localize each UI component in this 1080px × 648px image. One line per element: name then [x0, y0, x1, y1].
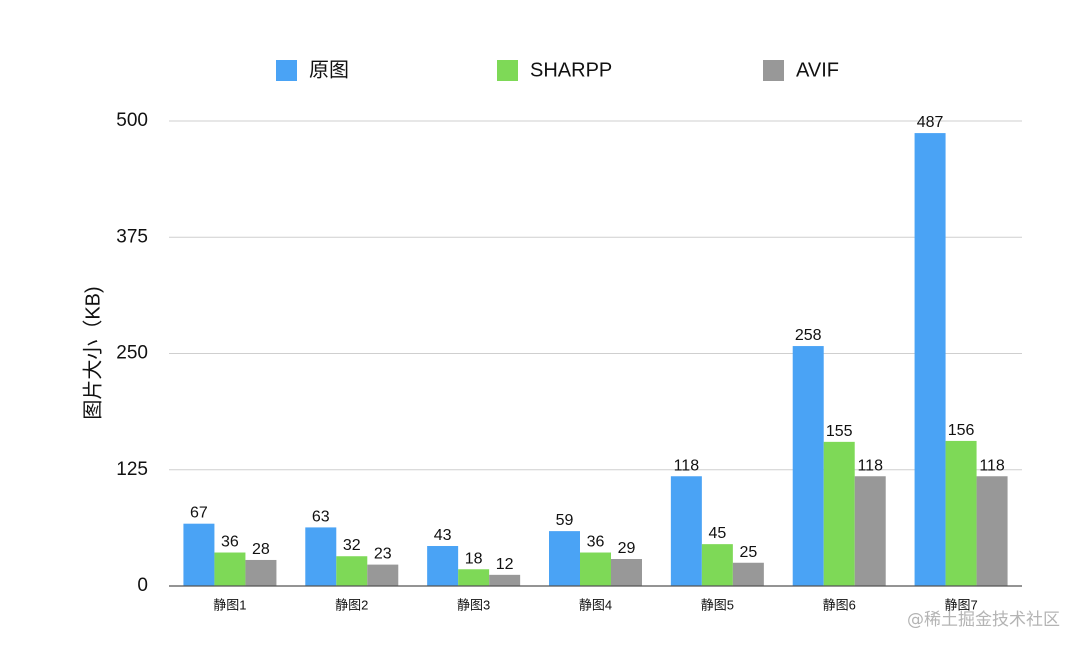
- data-label: 43: [434, 527, 452, 544]
- bar: [305, 527, 337, 586]
- x-tick-label: 静图2: [335, 597, 368, 612]
- data-label: 156: [948, 422, 975, 439]
- bar: [458, 569, 490, 586]
- bar: [489, 574, 521, 586]
- data-label: 28: [252, 541, 270, 558]
- legend-label: AVIF: [796, 59, 839, 81]
- bar: [580, 552, 611, 586]
- y-tick-label: 250: [116, 343, 148, 364]
- x-tick-label: 静图5: [701, 597, 734, 612]
- legend: 原图 SHARPP AVIF: [276, 59, 839, 81]
- data-label: 487: [917, 114, 944, 131]
- bar: [427, 546, 459, 586]
- bar: [854, 476, 886, 586]
- y-axis-label: 图片大小（KB): [81, 286, 104, 419]
- legend-swatch: [497, 60, 518, 81]
- bar: [732, 562, 764, 586]
- data-label: 45: [708, 525, 726, 542]
- data-label: 118: [979, 457, 1005, 474]
- legend-label: 原图: [309, 59, 349, 81]
- x-tick-label: 静图6: [823, 597, 856, 612]
- data-label: 258: [795, 327, 822, 344]
- data-label: 23: [374, 546, 392, 563]
- bar: [549, 531, 580, 586]
- x-tick-label: 静图1: [213, 597, 246, 612]
- x-axis-categories: 静图1 静图2 静图3 静图4 静图5 静图6 静图7: [213, 597, 977, 612]
- data-label: 118: [857, 457, 883, 474]
- legend-label: SHARPP: [530, 59, 612, 81]
- data-label: 155: [826, 423, 853, 440]
- watermark: @稀土掘金技术社区: [907, 610, 1060, 630]
- bars: [183, 133, 1008, 586]
- bar: [792, 346, 824, 586]
- bar: [945, 440, 977, 586]
- bar: [367, 564, 399, 586]
- y-axis-ticks: 0 125 250 375 500: [116, 110, 148, 596]
- y-tick-label: 375: [116, 226, 148, 247]
- bar: [823, 441, 855, 586]
- data-label: 36: [587, 534, 605, 551]
- data-label: 25: [739, 544, 757, 561]
- bar: [183, 523, 215, 586]
- data-label: 118: [674, 457, 700, 474]
- bar: [914, 133, 946, 586]
- data-label: 29: [618, 540, 636, 557]
- x-tick-label: 静图7: [944, 597, 977, 612]
- x-tick-label: 静图3: [457, 597, 490, 612]
- bar: [670, 476, 702, 586]
- bar: [214, 552, 246, 586]
- bar: [336, 556, 368, 586]
- bar: [245, 559, 277, 586]
- bar: [976, 476, 1008, 586]
- y-tick-label: 500: [116, 110, 148, 131]
- y-tick-label: 0: [137, 575, 148, 596]
- data-label: 63: [312, 508, 330, 525]
- x-tick-label: 静图4: [579, 597, 612, 612]
- legend-swatch: [763, 60, 784, 81]
- gridlines: [169, 120, 1022, 471]
- legend-swatch: [276, 60, 297, 81]
- y-tick-label: 125: [116, 459, 148, 480]
- bar: [701, 544, 733, 586]
- data-label: 67: [190, 505, 208, 522]
- data-label: 36: [221, 534, 239, 551]
- data-label: 12: [496, 556, 514, 573]
- data-label: 32: [343, 537, 361, 554]
- data-label: 18: [465, 550, 483, 567]
- data-label: 59: [556, 512, 574, 529]
- bar: [611, 559, 642, 586]
